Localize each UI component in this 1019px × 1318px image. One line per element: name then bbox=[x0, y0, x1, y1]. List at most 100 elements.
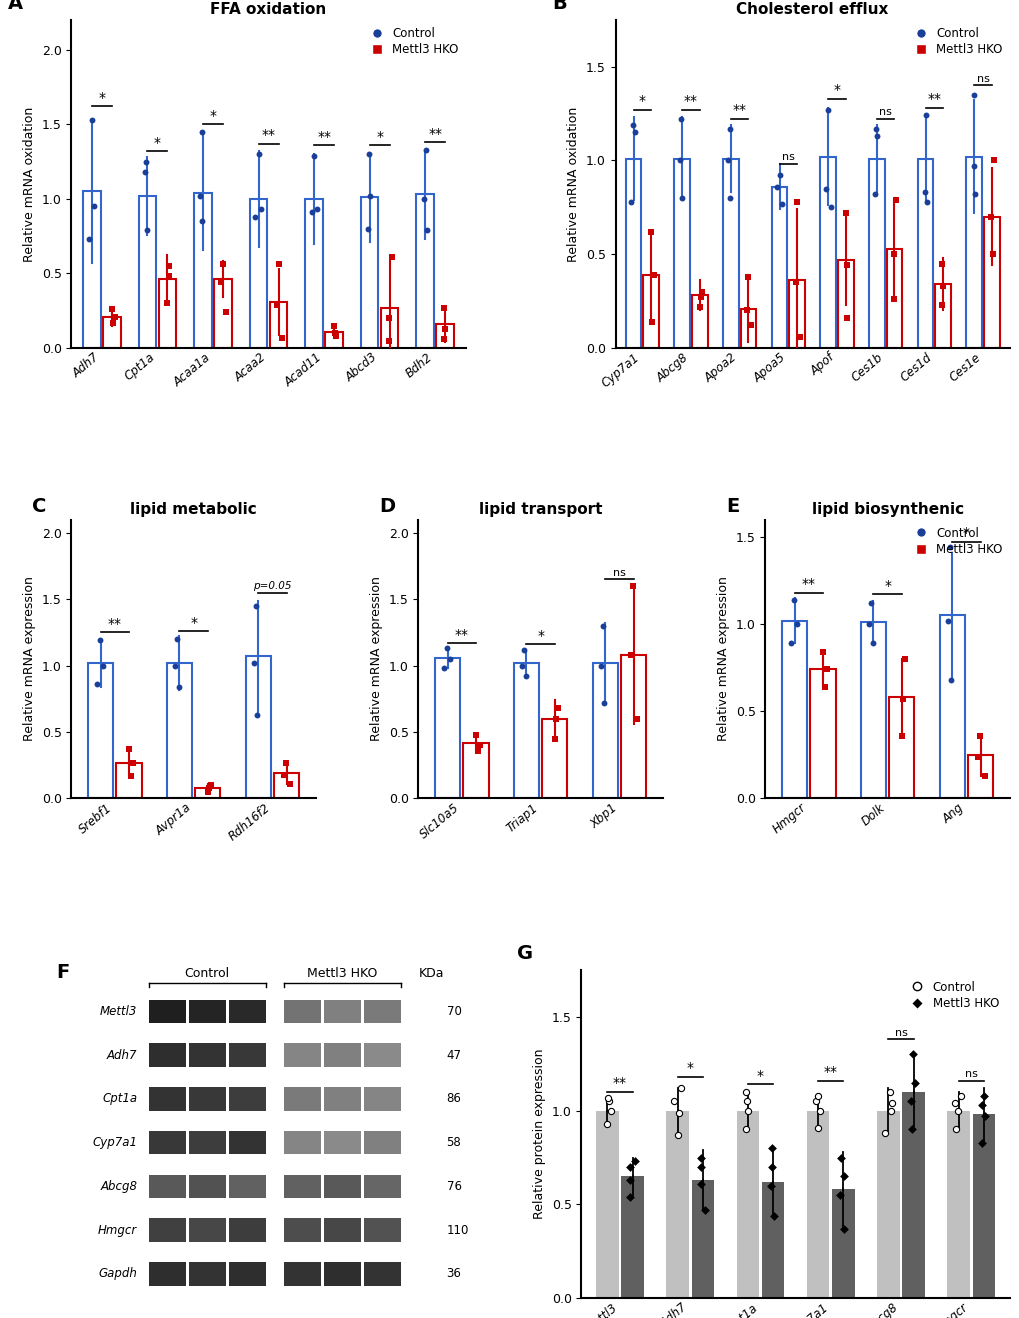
Bar bbox=[595, 1111, 618, 1298]
Point bbox=[807, 1091, 823, 1112]
Bar bbox=[934, 285, 950, 348]
Point bbox=[518, 666, 534, 687]
Bar bbox=[674, 158, 689, 348]
Bar bbox=[274, 774, 299, 799]
Bar bbox=[876, 1111, 899, 1298]
Point bbox=[623, 191, 639, 212]
Point bbox=[214, 254, 230, 275]
Text: *: * bbox=[190, 616, 197, 630]
Point bbox=[203, 775, 219, 796]
Bar bbox=[325, 332, 342, 348]
Text: **: ** bbox=[261, 128, 275, 142]
Point bbox=[275, 764, 291, 786]
Point bbox=[773, 192, 790, 214]
Text: Control: Control bbox=[184, 967, 229, 979]
Point bbox=[814, 642, 830, 663]
Point bbox=[383, 246, 399, 268]
Bar bbox=[195, 788, 220, 799]
Point bbox=[742, 315, 758, 336]
Bar bbox=[983, 216, 999, 348]
Bar bbox=[246, 656, 271, 799]
Point bbox=[167, 655, 183, 676]
Point bbox=[327, 326, 343, 347]
Point bbox=[419, 220, 435, 241]
Bar bbox=[269, 302, 287, 348]
Point bbox=[720, 119, 737, 140]
Point bbox=[201, 778, 217, 799]
Text: C: C bbox=[33, 497, 47, 517]
Bar bbox=[324, 1218, 361, 1242]
Point bbox=[739, 1101, 755, 1122]
Text: KDa: KDa bbox=[418, 967, 443, 979]
Text: ns: ns bbox=[894, 1028, 907, 1037]
Point bbox=[719, 150, 736, 171]
Text: 36: 36 bbox=[446, 1268, 461, 1281]
Point bbox=[771, 165, 788, 186]
Point bbox=[600, 1091, 616, 1112]
Point bbox=[304, 202, 320, 223]
Point bbox=[81, 228, 97, 249]
Bar bbox=[542, 718, 567, 799]
Point bbox=[904, 1044, 920, 1065]
Point bbox=[975, 1085, 991, 1106]
Y-axis label: Relative mRNA expression: Relative mRNA expression bbox=[716, 576, 730, 742]
Point bbox=[738, 1081, 754, 1102]
Point bbox=[838, 254, 854, 275]
Bar bbox=[889, 697, 913, 799]
Point bbox=[867, 119, 883, 140]
Text: ns: ns bbox=[612, 568, 626, 579]
Point bbox=[122, 766, 139, 787]
Point bbox=[192, 186, 208, 207]
Bar bbox=[364, 1044, 400, 1068]
Point bbox=[438, 638, 454, 659]
Point bbox=[548, 708, 565, 729]
Point bbox=[86, 195, 102, 216]
Bar bbox=[643, 275, 658, 348]
Bar bbox=[228, 1174, 265, 1198]
Bar bbox=[167, 663, 192, 799]
Bar bbox=[806, 1111, 828, 1298]
Point bbox=[918, 191, 934, 212]
Point bbox=[789, 191, 805, 212]
Bar bbox=[228, 999, 265, 1023]
Point bbox=[982, 206, 999, 227]
Point bbox=[125, 753, 142, 774]
Bar bbox=[189, 1087, 225, 1111]
Point bbox=[809, 1085, 825, 1106]
Point bbox=[768, 177, 785, 198]
Point bbox=[140, 220, 156, 241]
Legend: Control, Mettl3 HKO: Control, Mettl3 HKO bbox=[904, 522, 1007, 561]
Bar bbox=[149, 1087, 185, 1111]
Bar bbox=[324, 1131, 361, 1155]
Text: **: ** bbox=[684, 94, 697, 108]
Title: lipid biosynthenic: lipid biosynthenic bbox=[811, 502, 963, 517]
Bar bbox=[364, 1174, 400, 1198]
Point bbox=[833, 1147, 849, 1168]
Text: *: * bbox=[99, 91, 105, 105]
Point bbox=[213, 272, 229, 293]
Point bbox=[121, 739, 138, 760]
Point bbox=[739, 266, 755, 287]
Point bbox=[622, 1186, 638, 1207]
Y-axis label: Relative mRNA expression: Relative mRNA expression bbox=[23, 576, 36, 742]
Point bbox=[932, 294, 949, 315]
Bar bbox=[860, 622, 886, 799]
Bar bbox=[189, 1263, 225, 1286]
Point bbox=[665, 1091, 682, 1112]
Text: ns: ns bbox=[878, 107, 892, 117]
Point bbox=[933, 253, 950, 274]
Text: Gapdh: Gapdh bbox=[98, 1268, 138, 1281]
Bar bbox=[782, 621, 806, 799]
Bar bbox=[324, 1044, 361, 1068]
Point bbox=[594, 616, 610, 637]
Text: **: ** bbox=[926, 92, 941, 105]
Point bbox=[107, 306, 123, 327]
Text: **: ** bbox=[428, 127, 441, 141]
Point bbox=[881, 1081, 898, 1102]
Point bbox=[104, 299, 120, 320]
Point bbox=[89, 673, 105, 695]
Text: Mettl3: Mettl3 bbox=[100, 1004, 138, 1017]
Text: 47: 47 bbox=[446, 1049, 462, 1061]
Point bbox=[950, 1101, 966, 1122]
Point bbox=[787, 272, 803, 293]
